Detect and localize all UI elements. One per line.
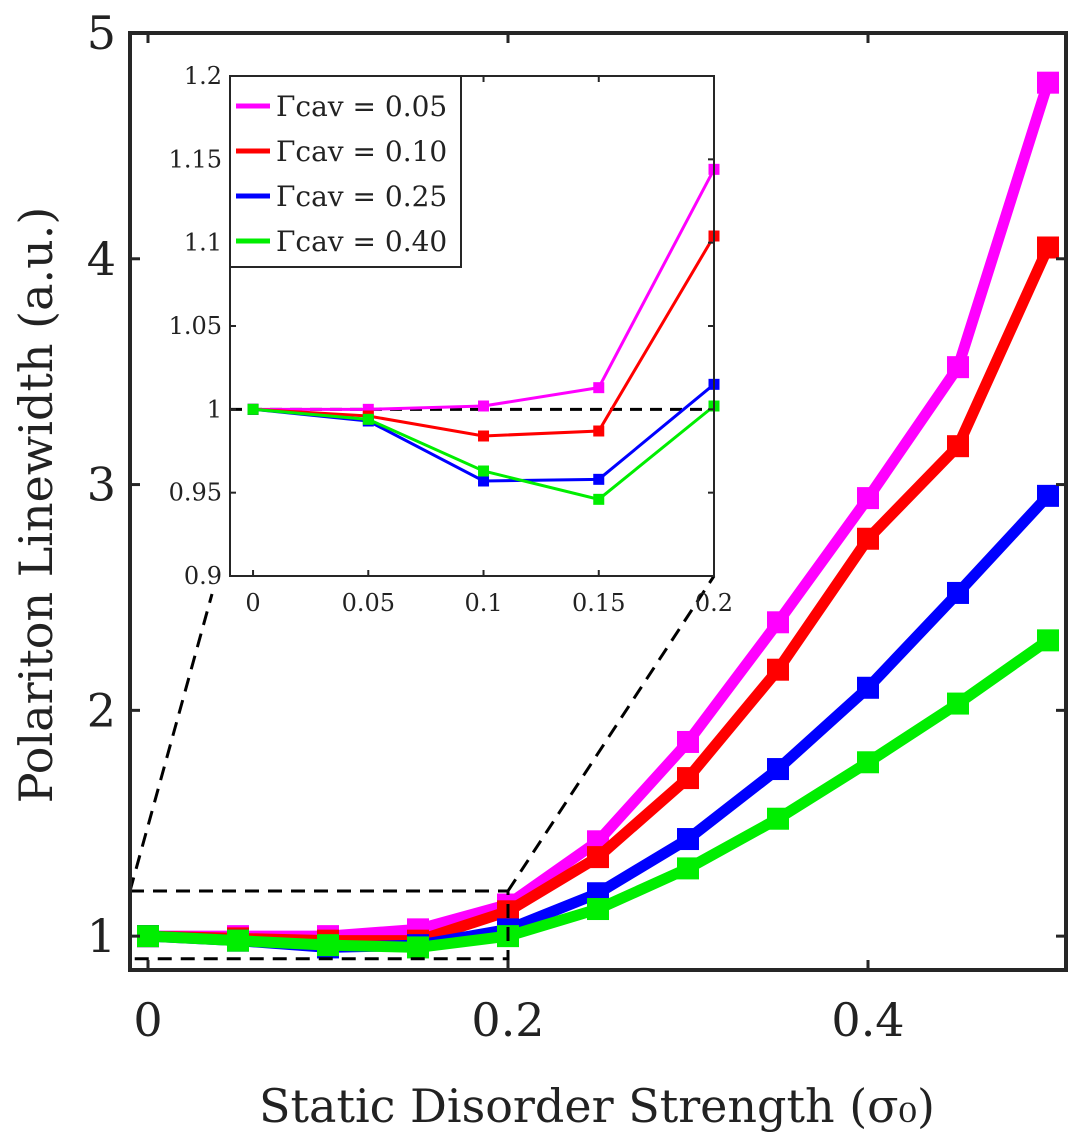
- inset-x-tick-label: 0.15: [572, 589, 625, 617]
- zoom-connector-right: [506, 575, 716, 892]
- zoom-connector-left: [128, 593, 214, 892]
- data-point: [857, 527, 879, 550]
- legend-entry: Γcav = 0.40: [276, 225, 447, 258]
- x-axis-title: Static Disorder Strength (σ₀): [259, 1079, 935, 1133]
- legend-entry: Γcav = 0.10: [276, 135, 447, 168]
- data-point: [317, 934, 339, 957]
- inset-data-point: [478, 430, 490, 442]
- data-point: [1037, 71, 1059, 94]
- data-point: [767, 611, 789, 634]
- data-point: [407, 936, 429, 959]
- y-tick-label: 2: [87, 683, 116, 737]
- inset-x-tick-label: 0.05: [342, 589, 395, 617]
- data-point: [1037, 484, 1059, 507]
- y-tick-label: 1: [87, 909, 116, 963]
- inset-y-tick-label: 1.15: [169, 145, 222, 173]
- data-point: [857, 487, 879, 510]
- inset-x-tick-label: 0.2: [695, 589, 733, 617]
- data-point: [947, 356, 969, 379]
- inset-data-point: [593, 473, 605, 485]
- legend-entry: Γcav = 0.05: [276, 90, 447, 123]
- main-ticks: 0 0.2 0.4 1 2 3 4 5: [87, 6, 1066, 1047]
- inset-y-tick-label: 1.2: [184, 62, 222, 90]
- inset-y-tick-label: 0.9: [184, 562, 222, 590]
- inset-y-tick-label: 0.95: [169, 479, 222, 507]
- series-4: [137, 629, 1059, 959]
- data-point: [677, 857, 699, 880]
- data-point: [587, 846, 609, 869]
- data-point: [1037, 236, 1059, 259]
- main-series-group: [137, 71, 1059, 959]
- x-tick-label: 0.4: [831, 993, 904, 1047]
- data-point: [1037, 629, 1059, 652]
- x-tick-label: 0.2: [471, 993, 544, 1047]
- data-point: [227, 929, 249, 952]
- legend: Γcav = 0.05 Γcav = 0.10 Γcav = 0.25 Γcav = …: [229, 75, 462, 268]
- x-tick-label: 0: [133, 993, 162, 1047]
- data-point: [947, 435, 969, 458]
- data-point: [947, 692, 969, 715]
- inset-data-point: [593, 493, 605, 505]
- inset-y-tick-label: 1.1: [184, 229, 222, 257]
- inset-y-tick-label: 1.05: [169, 312, 222, 340]
- data-point: [587, 898, 609, 921]
- data-point: [767, 658, 789, 681]
- legend-entry: Γcav = 0.25: [276, 180, 447, 213]
- inset-data-point: [362, 413, 374, 425]
- y-tick-label: 3: [87, 458, 116, 512]
- data-point: [677, 767, 699, 790]
- data-point: [947, 581, 969, 604]
- inset-data-point: [362, 403, 374, 415]
- y-tick-label: 4: [87, 232, 116, 286]
- inset-data-point: [593, 425, 605, 437]
- data-point: [677, 730, 699, 753]
- inset-data-point: [593, 382, 605, 394]
- inset-data-point: [478, 475, 490, 487]
- y-tick-label: 5: [87, 6, 116, 60]
- data-point: [677, 828, 699, 851]
- data-point: [857, 751, 879, 774]
- inset-x-tick-label: 0: [245, 589, 260, 617]
- data-point: [767, 758, 789, 781]
- inset-x-tick-label: 0.1: [464, 589, 502, 617]
- inset-data-point: [478, 400, 490, 412]
- data-point: [767, 807, 789, 830]
- inset-data-point: [478, 465, 490, 477]
- data-point: [857, 676, 879, 699]
- data-point: [137, 925, 159, 948]
- inset-data-point: [247, 403, 259, 415]
- y-axis-title: Polariton Linewidth (a.u.): [9, 207, 63, 804]
- main-axes: [128, 31, 1068, 972]
- main-plot-frame: [128, 31, 1068, 972]
- inset-y-tick-label: 1: [207, 395, 222, 423]
